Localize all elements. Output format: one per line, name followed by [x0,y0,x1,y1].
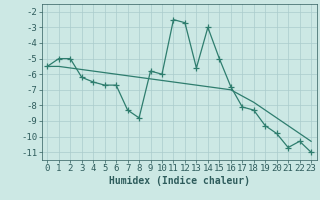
X-axis label: Humidex (Indice chaleur): Humidex (Indice chaleur) [109,176,250,186]
